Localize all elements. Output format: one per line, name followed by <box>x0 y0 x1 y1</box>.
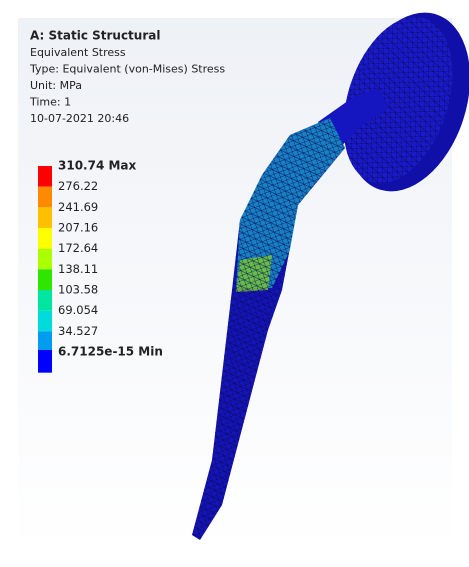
legend-label: 69.054 <box>58 303 98 317</box>
legend-swatch <box>38 331 52 352</box>
legend-swatch <box>38 207 52 228</box>
legend-label: 34.527 <box>58 324 98 338</box>
legend-label: 276.22 <box>58 179 98 193</box>
legend-swatch <box>38 228 52 249</box>
legend-swatch <box>38 249 52 270</box>
legend-label: 207.16 <box>58 221 98 235</box>
legend-label: 172.64 <box>58 241 98 255</box>
legend-swatch <box>38 166 52 187</box>
legend-swatch <box>38 352 52 373</box>
legend-label: 241.69 <box>58 200 98 214</box>
legend-label: 6.7125e-15 Min <box>58 345 163 359</box>
header-line: Unit: MPa <box>30 79 82 92</box>
legend-swatch <box>38 290 52 311</box>
legend-label: 310.74 Max <box>58 159 137 173</box>
page: A: Static Structural Equivalent Stress Ty… <box>0 0 469 567</box>
legend-swatch <box>38 269 52 290</box>
legend-cap <box>38 350 52 354</box>
screenshot: A: Static Structural Equivalent Stress Ty… <box>0 0 469 567</box>
header-line: Time: 1 <box>29 96 71 109</box>
legend-swatch <box>38 311 52 332</box>
header-line: 10-07-2021 20:46 <box>30 112 129 125</box>
legend-swatch <box>38 187 52 208</box>
header-line: Type: Equivalent (von-Mises) Stress <box>29 63 225 76</box>
legend-label: 138.11 <box>58 262 98 276</box>
header-title: A: Static Structural <box>30 29 160 43</box>
legend-label: 103.58 <box>58 283 98 297</box>
header-line: Equivalent Stress <box>30 46 126 59</box>
